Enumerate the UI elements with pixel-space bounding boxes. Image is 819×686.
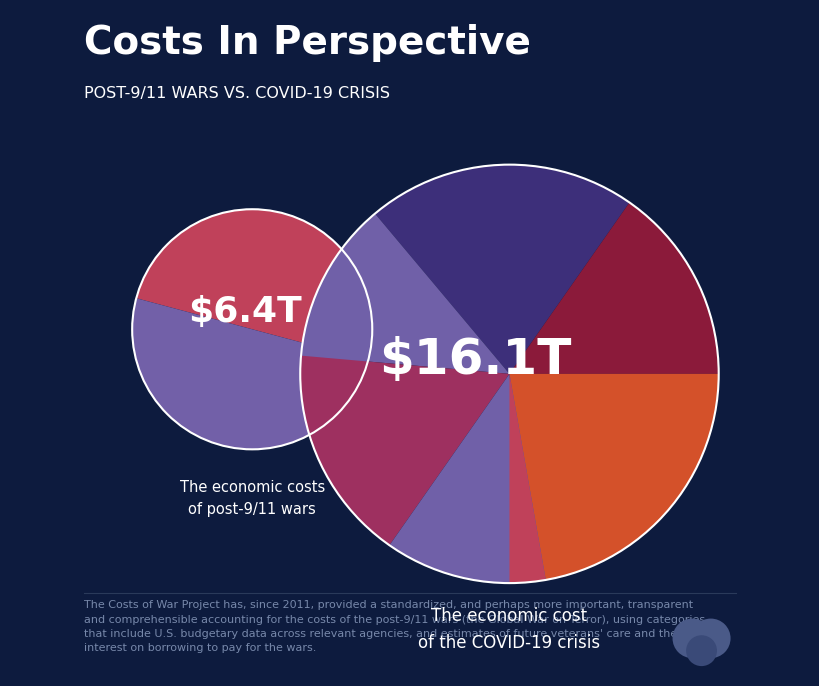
Text: The economic cost
of the COVID-19 crisis: The economic cost of the COVID-19 crisis [418, 607, 600, 652]
Text: $16.1T: $16.1T [378, 336, 571, 384]
Wedge shape [174, 344, 509, 648]
Circle shape [132, 209, 372, 449]
Circle shape [132, 209, 372, 449]
Circle shape [300, 165, 717, 583]
Text: Costs In Perspective: Costs In Perspective [84, 24, 531, 62]
Text: The Costs of War Project has, since 2011, provided a standardized, and perhaps m: The Costs of War Project has, since 2011… [84, 600, 704, 654]
Circle shape [300, 165, 717, 583]
Circle shape [300, 165, 717, 583]
Wedge shape [176, 117, 509, 374]
Circle shape [300, 165, 717, 583]
Wedge shape [509, 374, 567, 686]
Circle shape [132, 209, 372, 449]
Wedge shape [294, 39, 700, 374]
Circle shape [300, 165, 717, 583]
Text: POST-9/11 WARS VS. COVID-19 CRISIS: POST-9/11 WARS VS. COVID-19 CRISIS [84, 86, 390, 101]
Wedge shape [509, 374, 819, 686]
Wedge shape [509, 374, 819, 541]
Wedge shape [60, 280, 437, 521]
Circle shape [300, 165, 717, 583]
Text: The economic costs
of post-9/11 wars: The economic costs of post-9/11 wars [179, 480, 324, 517]
Wedge shape [509, 374, 799, 686]
Circle shape [300, 165, 717, 583]
Text: $6.4T: $6.4T [188, 295, 302, 329]
Wedge shape [509, 99, 819, 374]
Wedge shape [66, 137, 444, 379]
Circle shape [300, 165, 717, 583]
Circle shape [300, 165, 717, 583]
Circle shape [300, 165, 717, 583]
Wedge shape [317, 374, 538, 686]
